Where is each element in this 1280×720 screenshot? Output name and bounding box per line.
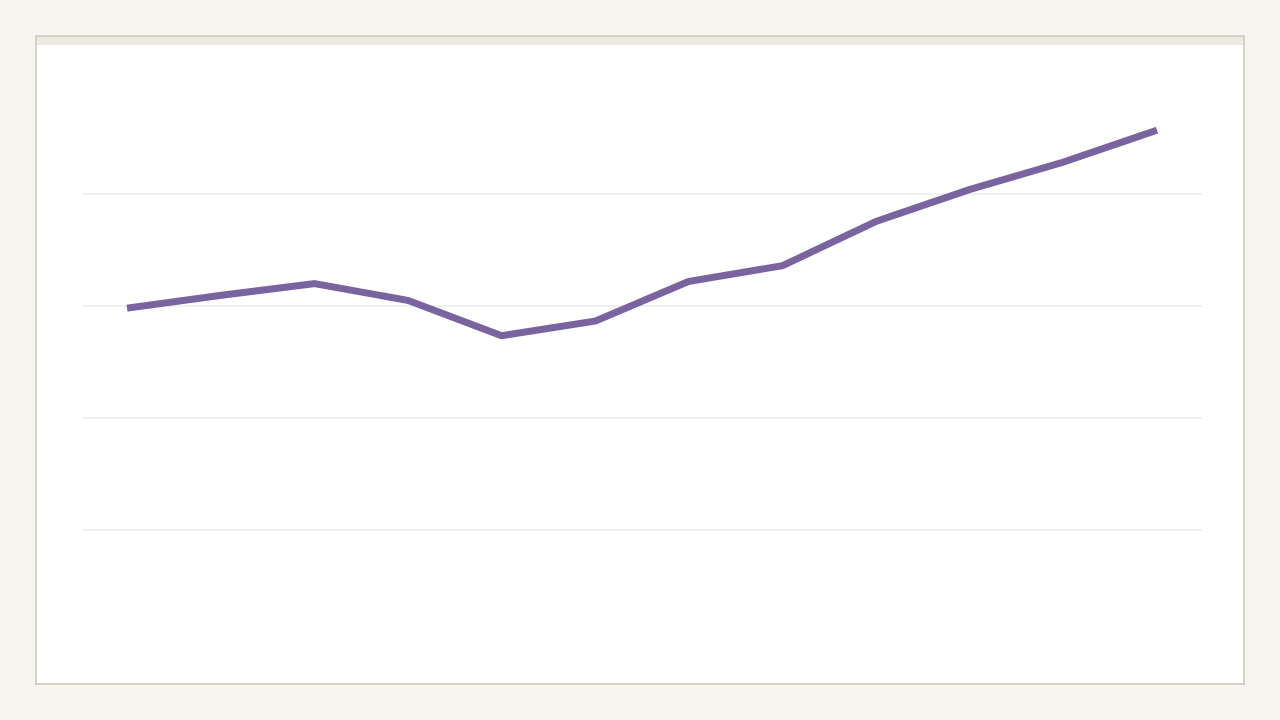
gridlines — [82, 193, 1202, 531]
chart-panel — [35, 35, 1245, 685]
series-line-0 — [126, 126, 1159, 340]
series-layer — [126, 126, 1159, 340]
panel-top-bar — [37, 37, 1243, 45]
line-chart — [82, 126, 1202, 531]
